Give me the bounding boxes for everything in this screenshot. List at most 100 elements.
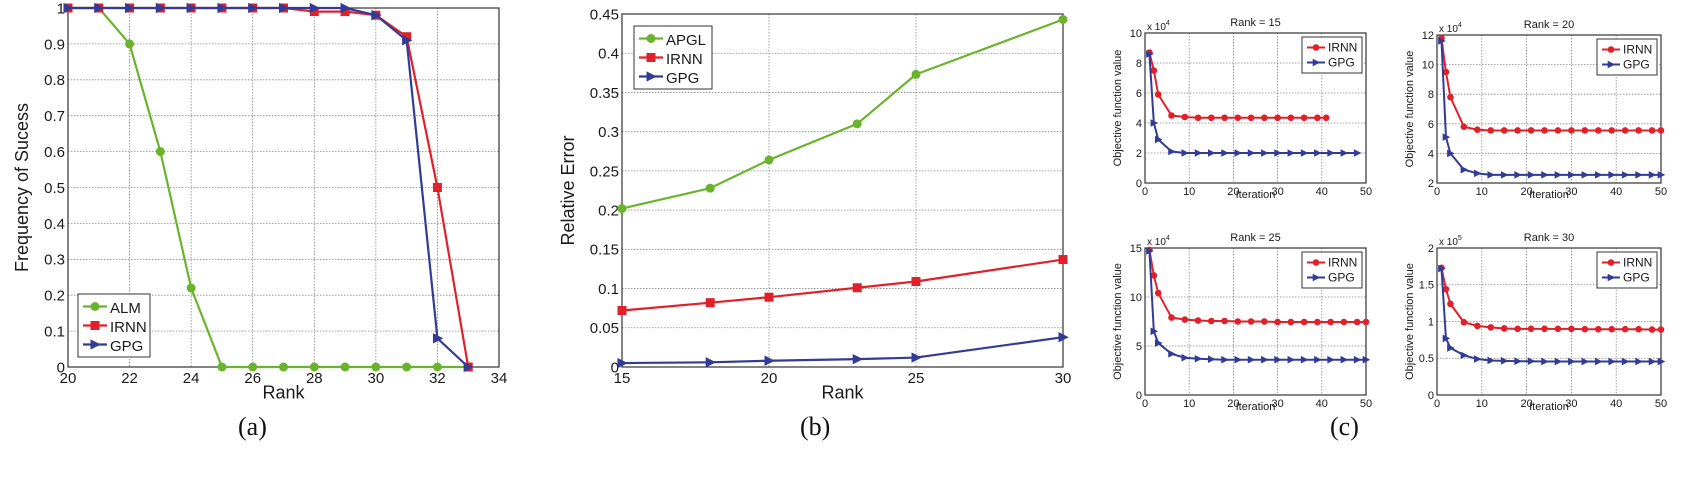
gpg-marker — [1362, 355, 1371, 364]
gpg-marker — [1340, 149, 1349, 157]
irnn-marker — [1208, 317, 1215, 325]
gpg-marker — [1261, 149, 1269, 157]
y-tick-label: 0 — [1428, 390, 1434, 402]
x-tick-label: 30 — [1055, 370, 1072, 387]
legend-gpg-marker — [1312, 273, 1321, 282]
y-tick-label: 0.9 — [44, 36, 65, 53]
y-tick-label: 0.5 — [1419, 353, 1434, 365]
x-tick-label: 30 — [1565, 186, 1577, 198]
irnn-marker — [1487, 324, 1495, 331]
irnn-marker — [1247, 318, 1255, 325]
gpg-marker — [1194, 354, 1203, 363]
gpg-marker — [1146, 50, 1154, 58]
apgl-marker — [852, 119, 862, 129]
irnn-marker — [1208, 114, 1215, 122]
irnn-marker — [1168, 314, 1175, 321]
gpg-marker — [1581, 171, 1590, 179]
gpg-marker — [1635, 357, 1643, 366]
alm-marker — [432, 362, 442, 372]
x-tick-label: 50 — [1360, 186, 1372, 198]
irnn-marker — [1353, 318, 1361, 326]
y-axis-label: Objective function value — [1404, 263, 1416, 380]
gpg-marker — [1474, 355, 1482, 363]
irnn-marker — [1460, 318, 1468, 326]
gpg-marker — [1635, 171, 1643, 179]
gpg-marker — [1168, 350, 1176, 358]
irnn-marker — [1300, 318, 1308, 326]
irnn-marker — [340, 7, 350, 17]
y-tick-label: 0.05 — [590, 320, 619, 337]
x-tick-label: 20 — [1520, 398, 1532, 410]
apgl-marker — [764, 155, 774, 165]
x-tick-label: 40 — [1316, 398, 1328, 410]
legend-item-gpg: GPG — [1602, 270, 1650, 284]
gpg-marker — [309, 2, 321, 14]
gpg-marker — [1527, 171, 1536, 179]
y-axis-label: Objective function value — [1112, 263, 1124, 380]
irnn-marker — [1362, 318, 1370, 326]
irnn-marker — [1635, 127, 1642, 134]
y-tick-label: 15 — [1130, 243, 1142, 255]
success-frequency-chart: 20 22 24 26 28 30 32 34 0 0.1 0.2 0.3 0.4 0.5 0.6 0.7 0.… — [12, 0, 507, 402]
legend-label: GPG — [1328, 270, 1355, 284]
gpg-marker — [1181, 149, 1190, 157]
irnn-marker — [1581, 127, 1589, 134]
irnn-marker — [1327, 318, 1334, 326]
irnn-marker — [911, 276, 921, 286]
legend-gpg-marker — [1312, 58, 1321, 67]
plot-frame — [1436, 247, 1662, 396]
irnn-marker — [1234, 114, 1242, 122]
x-tick-label: 30 — [368, 370, 385, 387]
legend-irnn-marker — [646, 53, 656, 62]
x-tick-labels: 0 10 20 30 40 50 — [1434, 186, 1667, 198]
y-tick-label: 2 — [1428, 178, 1434, 190]
y-tick-label: 8 — [1136, 58, 1142, 70]
legend-gpg-marker — [1607, 60, 1616, 69]
y-tick-label: 12 — [1422, 30, 1434, 42]
y-tick-labels: 0 5 10 15 — [1130, 243, 1142, 402]
x-tick-label: 50 — [1655, 398, 1667, 410]
gpg-marker — [1150, 119, 1159, 127]
y-scale-factor: x 105 — [1439, 235, 1462, 248]
legend-item-alm: ALM — [83, 300, 141, 317]
legend-item-irnn: IRNN — [1307, 40, 1357, 54]
gpg-marker — [764, 355, 775, 366]
irnn-marker — [1657, 326, 1665, 333]
y-tick-labels: 0 0.5 1 1.5 2 — [1419, 243, 1434, 402]
gpg-marker — [340, 2, 351, 14]
x-tick-label: 32 — [429, 370, 446, 387]
gpg-marker — [1234, 149, 1243, 157]
x-tick-label: 40 — [1610, 398, 1622, 410]
gpg-marker — [1554, 357, 1563, 366]
y-tick-label: 0.25 — [590, 163, 619, 180]
plot-frame — [1436, 34, 1662, 184]
irnn-marker — [1648, 326, 1656, 333]
caption-c: (c) — [1330, 412, 1359, 441]
irnn-marker — [1168, 112, 1175, 119]
x-tick-label: 10 — [1476, 398, 1488, 410]
y-tick-label: 10 — [1130, 28, 1142, 40]
legend-label: GPG — [1623, 270, 1650, 284]
irnn-marker — [1460, 123, 1468, 131]
irnn-marker — [1314, 318, 1321, 326]
irnn-marker — [1608, 127, 1616, 134]
irnn-marker — [1635, 325, 1642, 333]
gpg-marker — [1438, 264, 1446, 273]
gpg-marker — [63, 2, 74, 14]
y-tick-label: 0 — [1136, 178, 1142, 190]
gpg-marker — [1287, 149, 1296, 157]
legend-apgl-marker — [646, 34, 656, 43]
y-tick-label: 0.1 — [598, 281, 619, 298]
y-scale-factor: x 104 — [1147, 20, 1170, 33]
gpg-marker — [1208, 149, 1216, 157]
irnn-marker — [1287, 318, 1295, 326]
gpg-marker — [1541, 357, 1549, 366]
legend-label: APGL — [666, 32, 706, 49]
gpg-marker — [1168, 147, 1176, 156]
x-tick-label: 40 — [1316, 186, 1328, 198]
x-tick-label: 26 — [244, 370, 261, 387]
irnn-marker — [1621, 325, 1629, 333]
gpg-marker — [1608, 171, 1617, 179]
